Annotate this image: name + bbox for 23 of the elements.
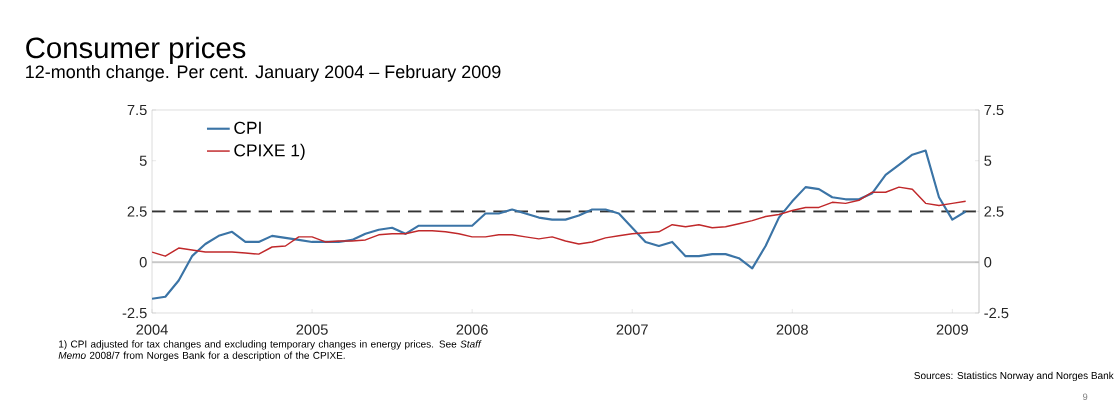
y2-tick-label: 0 (984, 257, 992, 268)
chart-subtitle: 12-month change. Per cent. January 2004 – February 2009 (26, 64, 501, 82)
text: 9 (1082, 393, 1088, 401)
x-tick-label: 2007 (616, 324, 648, 335)
y2-tick-label: 5 (984, 155, 992, 166)
y2-tick-label: -2.5 (984, 307, 1009, 319)
x-tick-label: 2006 (456, 324, 488, 335)
x-tick-label: 2005 (296, 324, 328, 335)
legend-label: CPIXE 1) (234, 143, 305, 160)
source-note: Sources: Statistics Norway and Norges Bank (914, 371, 1114, 382)
y2-tick-label: 2.5 (984, 206, 1004, 217)
x-tick-label: 2004 (136, 324, 168, 335)
legend-label: CPI (234, 121, 261, 134)
chart-title: Consumer prices (26, 36, 246, 65)
x-tick-label: 2008 (776, 324, 808, 335)
y2-tick-label: 7.5 (984, 104, 1004, 116)
x-tick-label: 2009 (936, 324, 968, 335)
text: 1) CPI adjusted for tax changes and excluding temporary changes in energy prices. See Staff Memo 2008/7 from Norges Bank for a description of the CPIXE. (58, 340, 482, 361)
y-tick-label: 0 (139, 257, 147, 268)
y-tick-label: 5 (139, 155, 147, 166)
y-tick-label: 2.5 (127, 206, 147, 217)
y-tick-label: 7.5 (127, 104, 147, 116)
y-tick-label: -2.5 (122, 307, 147, 319)
